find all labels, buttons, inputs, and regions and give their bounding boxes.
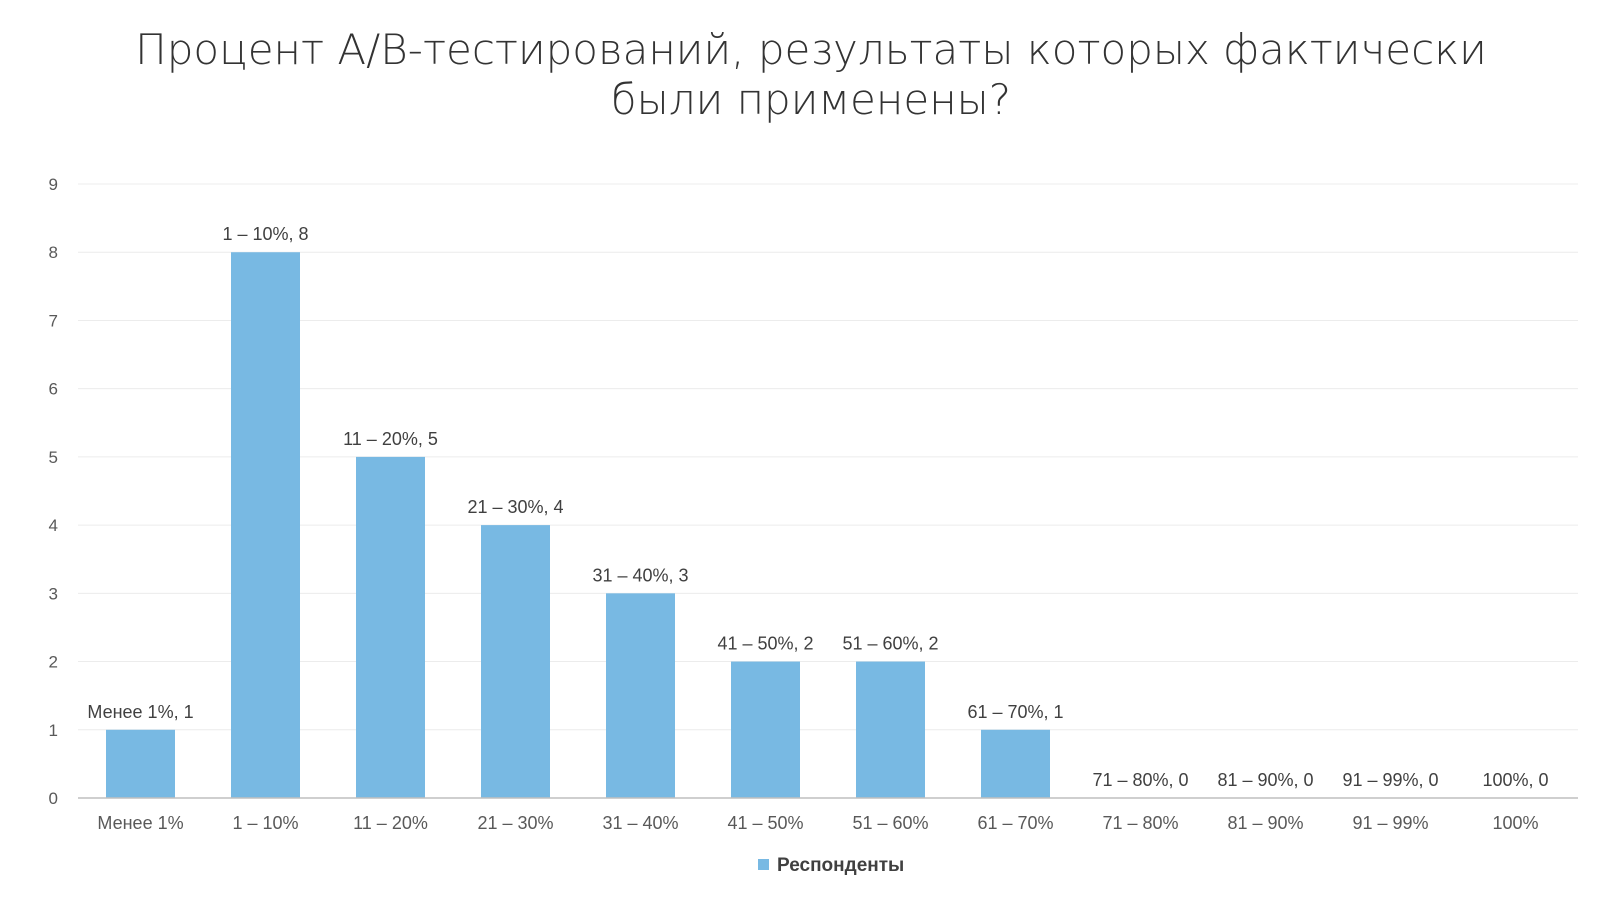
- legend-label: Респонденты: [777, 855, 904, 876]
- x-tick-label: 1 – 10%: [232, 813, 298, 833]
- data-label: 81 – 90%, 0: [1217, 770, 1313, 790]
- bar: [606, 593, 675, 798]
- data-label: 1 – 10%, 8: [222, 224, 308, 244]
- y-tick-label: 9: [49, 175, 58, 194]
- data-labels: Менее 1%, 1 1 – 10%, 8 11 – 20%, 5 21 – 30%…: [87, 224, 1548, 790]
- y-tick-label: 4: [49, 516, 58, 535]
- gridlines: [78, 183, 1578, 731]
- x-tick-label: 11 – 20%: [353, 813, 428, 833]
- x-tick-label: 71 – 80%: [1102, 813, 1178, 833]
- x-tick-label: 51 – 60%: [852, 813, 928, 833]
- bar: [481, 525, 550, 798]
- data-label: 100%, 0: [1482, 770, 1548, 790]
- y-tick-label: 6: [49, 380, 58, 399]
- x-tick-label: 41 – 50%: [727, 813, 803, 833]
- x-tick-label: 91 – 99%: [1352, 813, 1428, 833]
- data-label: 51 – 60%, 2: [842, 634, 938, 654]
- data-label: 91 – 99%, 0: [1342, 770, 1438, 790]
- data-label: 41 – 50%, 2: [717, 634, 813, 654]
- data-label: 11 – 20%, 5: [343, 429, 438, 449]
- x-tick-label: 100%: [1492, 813, 1538, 833]
- x-tick-label: Менее 1%: [97, 813, 183, 833]
- y-tick-label: 1: [49, 721, 58, 740]
- x-tick-label: 31 – 40%: [602, 813, 678, 833]
- data-label: 71 – 80%, 0: [1092, 770, 1188, 790]
- x-axis-ticks: Менее 1% 1 – 10% 11 – 20% 21 – 30% 31 – 40% 4…: [97, 813, 1538, 833]
- y-tick-label: 5: [49, 448, 58, 467]
- x-tick-label: 81 – 90%: [1227, 813, 1303, 833]
- x-tick-label: 21 – 30%: [477, 813, 553, 833]
- data-label: 31 – 40%, 3: [592, 565, 688, 585]
- chart-title-line-2: были применены?: [611, 75, 1011, 124]
- data-label: 61 – 70%, 1: [967, 702, 1063, 722]
- y-tick-label: 8: [49, 243, 58, 262]
- data-label: Менее 1%, 1: [87, 702, 193, 722]
- bar: [856, 661, 925, 798]
- chart-title: Процент А/В-тестирований, результаты кот…: [135, 25, 1487, 124]
- y-tick-label: 2: [49, 653, 58, 672]
- x-tick-label: 61 – 70%: [977, 813, 1053, 833]
- y-tick-label: 7: [49, 311, 58, 330]
- bar: [106, 729, 175, 798]
- chart-title-line-1: Процент А/В-тестирований, результаты кот…: [135, 25, 1487, 74]
- data-label: 21 – 30%, 4: [467, 497, 563, 517]
- y-axis-ticks: 0 1 2 3 4 5 6 7 8 9: [49, 175, 58, 808]
- legend-swatch: [758, 859, 769, 870]
- bar: [231, 252, 300, 798]
- bar: [356, 456, 425, 798]
- bar: [981, 729, 1050, 798]
- bar: [731, 661, 800, 798]
- bars: [106, 252, 1050, 798]
- legend: Респонденты: [758, 855, 904, 876]
- y-tick-label: 0: [49, 789, 58, 808]
- y-tick-label: 3: [49, 584, 58, 603]
